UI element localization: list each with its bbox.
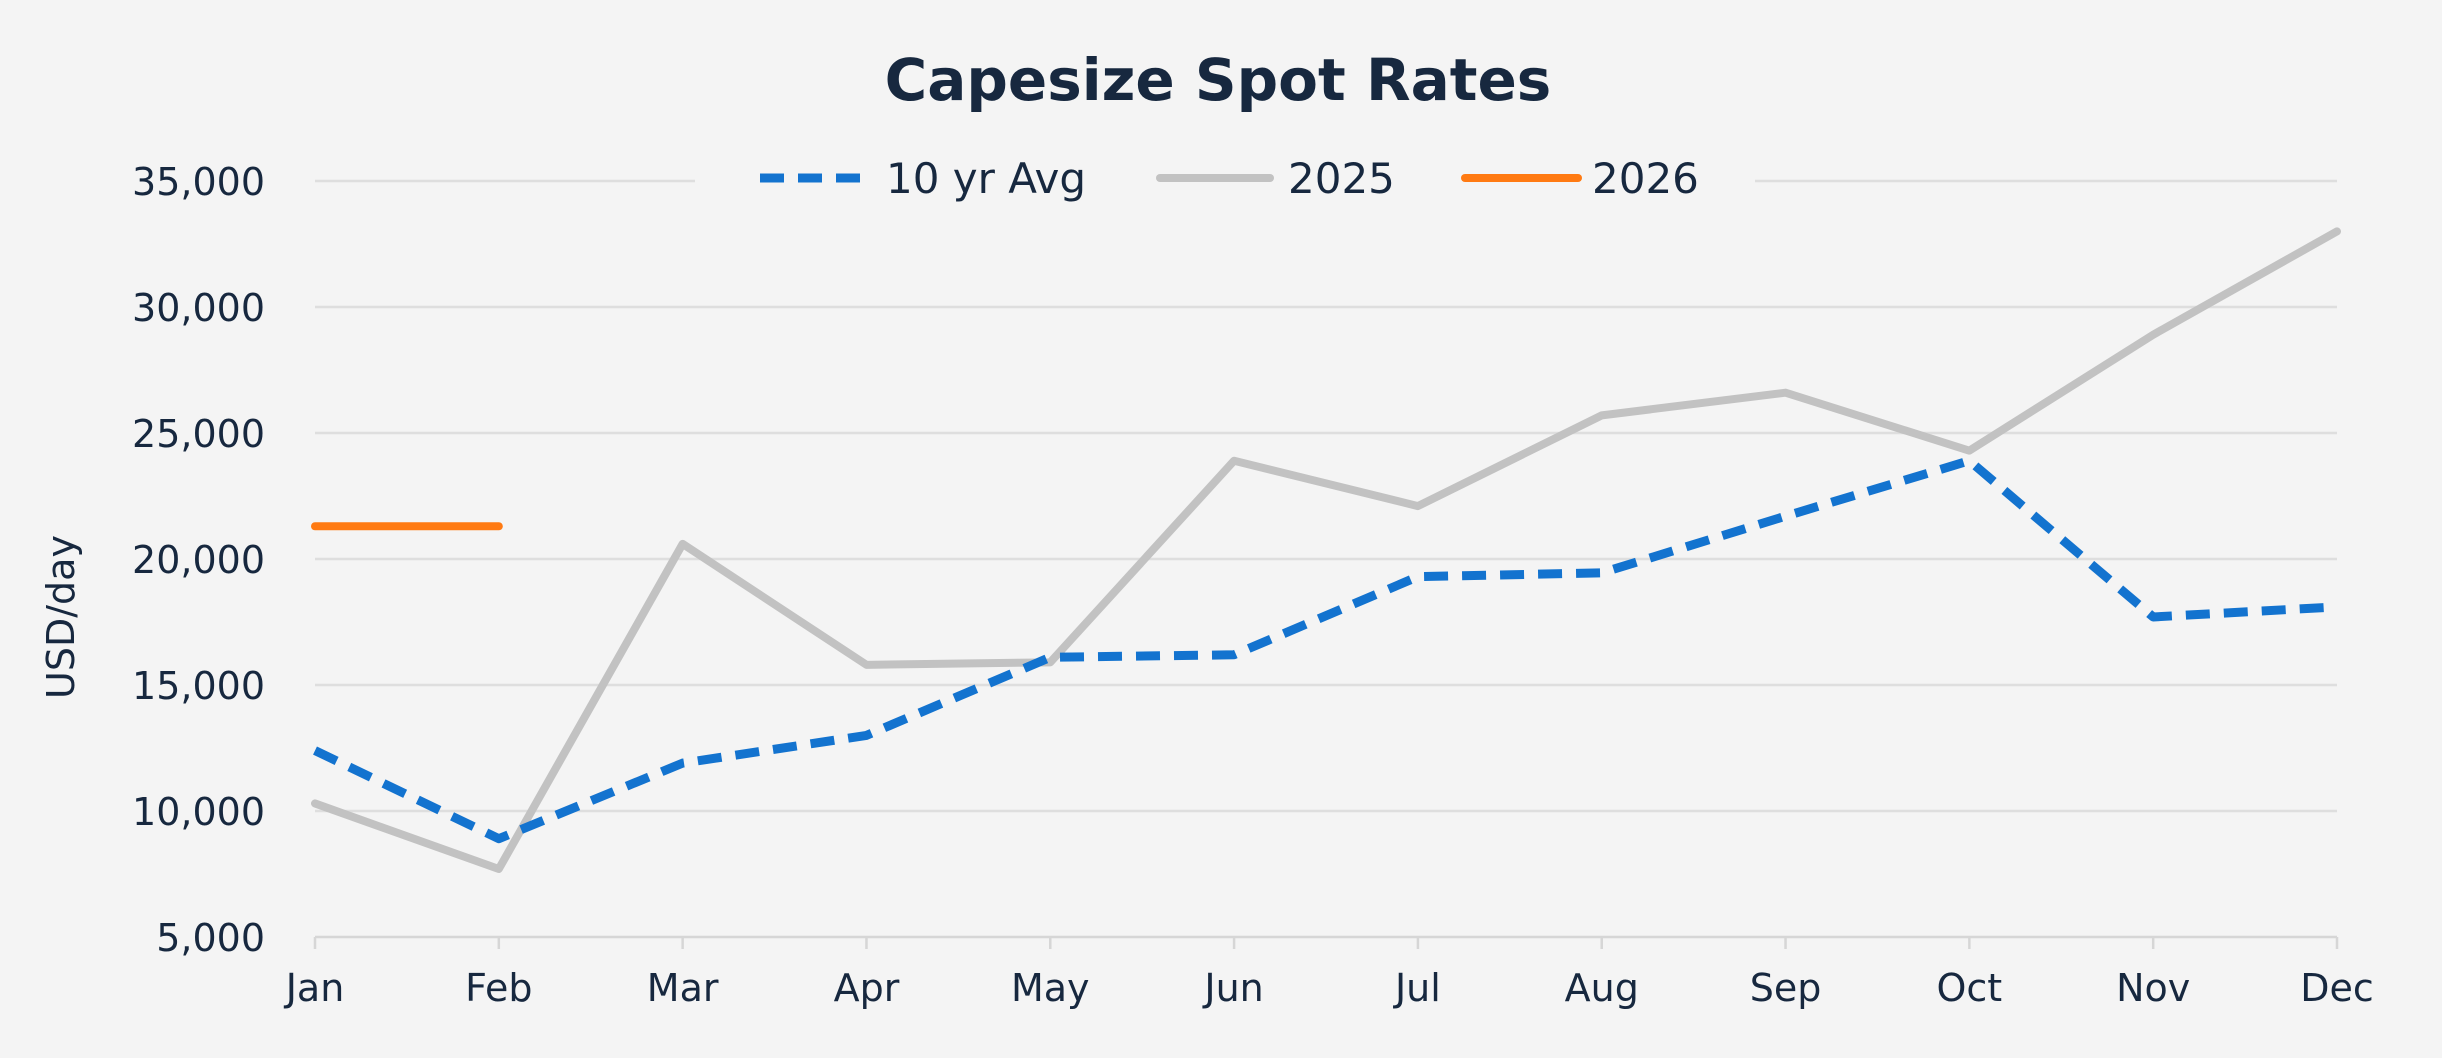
gridlines [315, 179, 2337, 813]
y-tick-label: 10,000 [132, 790, 265, 834]
x-tick-label: Mar [647, 966, 719, 1010]
x-tick-label: Jan [284, 966, 345, 1010]
series-line-10-yr-avg [313, 456, 2338, 844]
x-tick-label: Dec [2300, 966, 2374, 1010]
y-tick-label: 35,000 [132, 160, 265, 204]
x-tick-label: Jun [1202, 966, 1263, 1010]
legend-label: 10 yr Avg [886, 154, 1086, 203]
y-tick-label: 25,000 [132, 412, 265, 456]
x-tick-label: Apr [834, 966, 900, 1010]
y-tick-label: 15,000 [132, 664, 265, 708]
y-tick-label: 20,000 [132, 538, 265, 582]
x-tick-label: Jul [1393, 966, 1441, 1010]
y-tick-label: 5,000 [156, 916, 265, 960]
series-lines [311, 227, 2341, 873]
legend-label: 2025 [1288, 154, 1395, 203]
legend: 10 yr Avg 2025 2026 [760, 154, 1699, 203]
y-tick-label: 30,000 [132, 286, 265, 330]
x-tick-label: Feb [465, 966, 532, 1010]
x-tick-label: Oct [1937, 966, 2003, 1010]
y-axis-tick-labels: 5,000 10,000 15,000 20,000 25,000 30,000 35,00… [132, 160, 265, 960]
x-tick-label: Nov [2116, 966, 2190, 1010]
x-axis-ticks [313, 937, 2339, 949]
x-axis-tick-labels: Jan Feb Mar Apr May Jun Jul Aug Sep Oct Nov Dec [284, 966, 2374, 1010]
chart-title: Capesize Spot Rates [885, 46, 1552, 114]
x-tick-label: May [1011, 966, 1090, 1010]
x-tick-label: Aug [1565, 966, 1639, 1010]
legend-label: 2026 [1592, 154, 1699, 203]
x-tick-label: Sep [1750, 966, 1822, 1010]
series-line-2025 [311, 227, 2341, 873]
y-axis-title: USD/day [39, 535, 83, 699]
